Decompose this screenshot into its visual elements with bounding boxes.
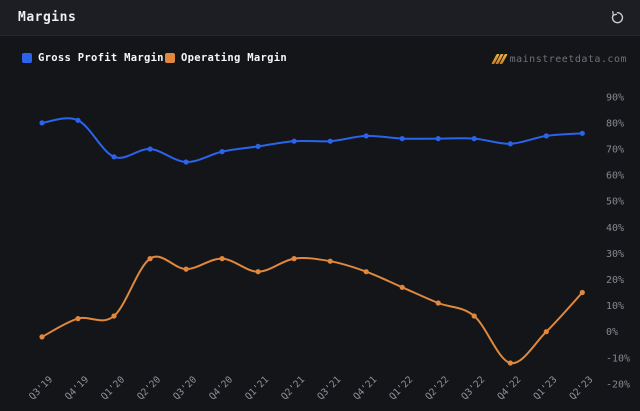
- data-point-gross-profit-margin-Q1'20[interactable]: [111, 154, 117, 160]
- data-point-gross-profit-margin-Q2'22[interactable]: [435, 136, 441, 142]
- y-axis-label: 70%: [606, 145, 624, 156]
- x-axis-label: Q1'22: [387, 374, 415, 402]
- x-axis-label: Q3'21: [315, 374, 343, 402]
- y-axis-label: 60%: [606, 171, 624, 182]
- data-point-operating-margin-Q3'21[interactable]: [327, 258, 333, 264]
- legend-swatch-gross-profit: [22, 53, 32, 63]
- data-point-operating-margin-Q4'21[interactable]: [363, 269, 369, 275]
- y-axis-label: 50%: [606, 197, 624, 208]
- y-axis-label: 0%: [606, 327, 618, 338]
- data-point-gross-profit-margin-Q4'21[interactable]: [363, 133, 369, 139]
- x-axis-label: Q4'22: [495, 374, 523, 402]
- x-axis-label: Q1'21: [243, 374, 271, 402]
- refresh-button[interactable]: [606, 7, 628, 29]
- data-point-gross-profit-margin-Q4'20[interactable]: [219, 149, 225, 155]
- data-point-gross-profit-margin-Q2'21[interactable]: [291, 138, 297, 144]
- legend: Gross Profit Margin Operating Margin: [0, 52, 640, 68]
- x-axis-label: Q4'19: [63, 374, 91, 402]
- y-axis-label: -20%: [606, 379, 630, 390]
- x-axis-label: Q2'20: [135, 374, 163, 402]
- chart-canvas[interactable]: 90% 80% 70% 60% 50% 40% 30% 20% 10% 0% -10% -20% Q3'…: [0, 70, 640, 411]
- data-point-operating-margin-Q1'22[interactable]: [399, 284, 405, 290]
- y-axis-label: 30%: [606, 249, 624, 260]
- watermark-text: mainstreetdata.com: [509, 53, 627, 65]
- data-point-operating-margin-Q3'20[interactable]: [183, 266, 189, 272]
- x-axis-label: Q3'19: [27, 374, 55, 402]
- data-point-gross-profit-margin-Q1'22[interactable]: [399, 136, 405, 142]
- panel-header: Margins: [0, 0, 640, 36]
- legend-swatch-operating: [165, 53, 175, 63]
- chart-area: 90% 80% 70% 60% 50% 40% 30% 20% 10% 0% -10% -20% Q3'…: [0, 70, 640, 411]
- data-point-operating-margin-Q2'20[interactable]: [147, 256, 153, 262]
- legend-item-gross-profit-margin[interactable]: Gross Profit Margin: [22, 52, 164, 64]
- watermark-logo-icon: [491, 54, 508, 64]
- series-line-operating-margin: [41, 255, 584, 365]
- data-point-gross-profit-margin-Q3'22[interactable]: [471, 136, 477, 142]
- data-point-gross-profit-margin-Q3'19[interactable]: [39, 120, 45, 126]
- series-line-gross-profit-margin: [41, 117, 584, 164]
- data-point-operating-margin-Q1'23[interactable]: [543, 329, 549, 335]
- data-point-gross-profit-margin-Q3'21[interactable]: [327, 138, 333, 144]
- data-point-operating-margin-Q2'23[interactable]: [579, 289, 585, 296]
- data-point-operating-margin-Q2'21[interactable]: [291, 256, 297, 262]
- data-point-operating-margin-Q4'20[interactable]: [219, 256, 225, 262]
- x-axis-label: Q1'23: [531, 374, 559, 402]
- x-axis-label: Q3'20: [171, 374, 199, 402]
- y-axis-label: 80%: [606, 118, 624, 129]
- x-axis-label: Q2'22: [423, 374, 451, 402]
- data-point-operating-margin-Q3'19[interactable]: [39, 334, 45, 340]
- data-point-gross-profit-margin-Q1'23[interactable]: [543, 133, 549, 139]
- data-point-gross-profit-margin-Q2'23[interactable]: [579, 130, 585, 136]
- data-point-operating-margin-Q4'19[interactable]: [75, 316, 81, 322]
- y-axis-label: 10%: [606, 301, 624, 312]
- data-point-gross-profit-margin-Q3'20[interactable]: [183, 159, 189, 165]
- x-axis-label: Q3'22: [459, 374, 487, 402]
- data-point-operating-margin-Q2'22[interactable]: [435, 300, 441, 306]
- data-point-operating-margin-Q3'22[interactable]: [471, 313, 477, 319]
- watermark: mainstreetdata.com: [491, 52, 627, 66]
- x-axis-label: Q4'20: [207, 374, 235, 402]
- x-axis-label: Q2'23: [567, 374, 595, 402]
- data-point-operating-margin-Q1'21[interactable]: [255, 269, 261, 275]
- y-axis-label: 40%: [606, 223, 624, 234]
- page-title: Margins: [18, 10, 77, 25]
- data-point-gross-profit-margin-Q4'22[interactable]: [507, 141, 513, 147]
- y-axis-label: 20%: [606, 275, 624, 286]
- data-point-gross-profit-margin-Q1'21[interactable]: [255, 143, 261, 149]
- x-axis-label: Q1'20: [99, 374, 127, 402]
- refresh-icon: [610, 10, 625, 25]
- x-axis-label: Q4'21: [351, 374, 379, 402]
- y-axis-label: 90%: [606, 92, 624, 103]
- x-axis-label: Q2'21: [279, 374, 307, 402]
- legend-item-operating-margin[interactable]: Operating Margin: [165, 52, 287, 64]
- data-point-gross-profit-margin-Q2'20[interactable]: [147, 146, 153, 152]
- legend-label: Gross Profit Margin: [38, 52, 164, 64]
- y-axis-label: -10%: [606, 353, 630, 364]
- data-point-gross-profit-margin-Q4'19[interactable]: [75, 117, 81, 123]
- legend-label: Operating Margin: [181, 52, 287, 64]
- data-point-operating-margin-Q1'20[interactable]: [111, 313, 117, 319]
- data-point-operating-margin-Q4'22[interactable]: [507, 360, 513, 366]
